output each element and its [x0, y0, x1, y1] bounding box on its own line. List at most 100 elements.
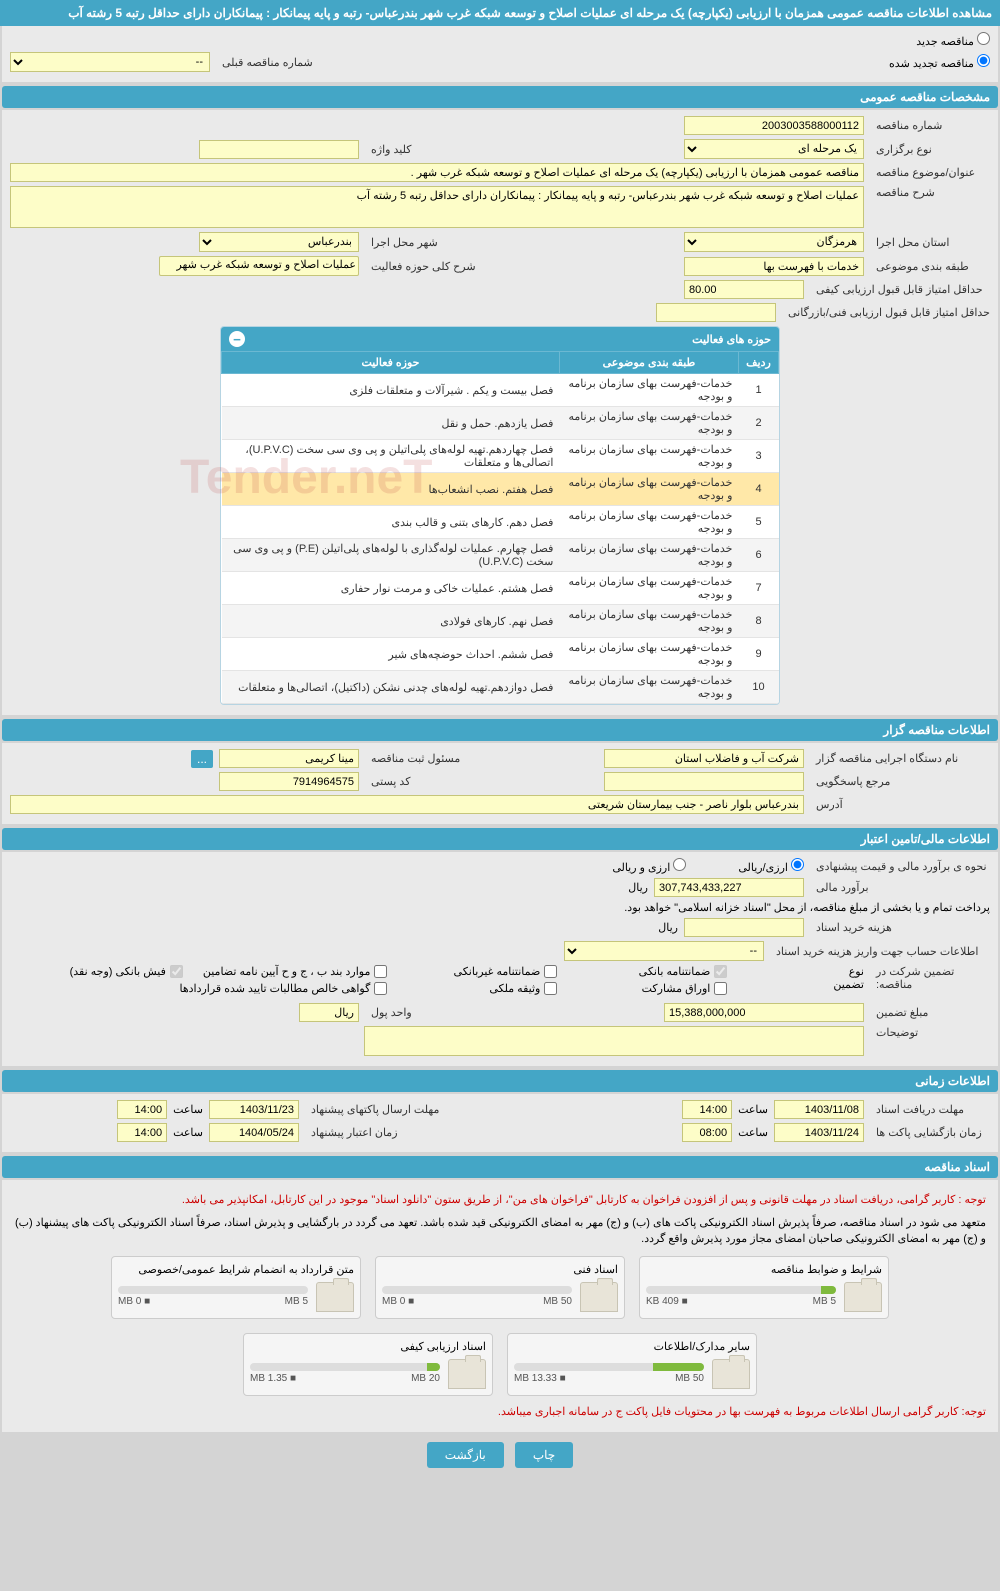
guarantee-label: تضمین شرکت در مناقصه: [870, 965, 990, 991]
print-button[interactable]: چاپ [515, 1442, 573, 1468]
min-quality-label: حداقل امتیاز قابل قبول ارزیابی کیفی [810, 283, 990, 296]
folder-icon [316, 1282, 354, 1312]
desc-label: شرح مناقصه [870, 186, 990, 199]
guarantee-amount-label: مبلغ تضمین [870, 1006, 990, 1019]
doc-card[interactable]: اسناد ارزیابی کیفی 20 MB■ 1.35 MB [243, 1333, 493, 1396]
table-row[interactable]: 3خدمات-فهرست بهای سازمان برنامه و بودجهف… [222, 440, 779, 473]
radio-renewed-tender[interactable]: مناقصه تجدید شده [889, 54, 990, 70]
check-bank-guarantee[interactable]: ضمانتنامه بانکی [577, 965, 727, 978]
registrar-field: مینا کریمی [219, 749, 359, 768]
progress-bar [646, 1286, 836, 1294]
money-unit-label: واحد پول [365, 1006, 485, 1019]
packet-open-date: 1403/11/24 [774, 1123, 864, 1142]
province-select[interactable]: هرمزگان [684, 232, 864, 252]
subject-label: عنوان/موضوع مناقصه [870, 166, 990, 179]
doc-card-title: سایر مدارک/اطلاعات [514, 1340, 750, 1353]
table-row[interactable]: 7خدمات-فهرست بهای سازمان برنامه و بودجهف… [222, 572, 779, 605]
est-amount-label: برآورد مالی [810, 881, 990, 894]
th-scope: حوزه فعالیت [222, 352, 560, 374]
keyword-label: کلید واژه [365, 143, 485, 156]
table-row[interactable]: 6خدمات-فهرست بهای سازمان برنامه و بودجهف… [222, 539, 779, 572]
postal-field: 7914964575 [219, 772, 359, 791]
check-bank-receipt[interactable]: فیش بانکی (وجه نقد) [33, 965, 183, 978]
doc-card-title: متن قرارداد به انضمام شرایط عمومی/خصوصی [118, 1263, 354, 1276]
table-row[interactable]: 10خدمات-فهرست بهای سازمان برنامه و بودجه… [222, 671, 779, 704]
radio-new-tender[interactable]: مناقصه جدید [916, 32, 990, 48]
documents-body: توجه : کاربر گرامی، دریافت اسناد در مهلت… [2, 1180, 998, 1432]
table-row[interactable]: 8خدمات-فهرست بهای سازمان برنامه و بودجهف… [222, 605, 779, 638]
guarantee-checks: ضمانتنامه بانکی ضمانتنامه غیربانکی موارد… [10, 965, 727, 995]
organizer-body: نام دستگاه اجرایی مناقصه گزار شرکت آب و … [2, 743, 998, 824]
registrar-lookup-button[interactable]: ... [191, 750, 213, 768]
th-classification: طبقه بندی موضوعی [559, 352, 738, 374]
general-body: شماره مناقصه 2003003588000112 نوع برگزار… [2, 110, 998, 715]
check-property-deed[interactable]: وثیقه ملکی [407, 982, 557, 995]
doc-card[interactable]: متن قرارداد به انضمام شرایط عمومی/خصوصی … [111, 1256, 361, 1319]
validity-time: 14:00 [117, 1123, 167, 1142]
radio-currency[interactable]: ارزی و ریالی [612, 858, 686, 874]
currency-unit: ریال [628, 881, 648, 894]
packet-send-date: 1403/11/23 [209, 1100, 299, 1119]
back-button[interactable]: بازگشت [427, 1442, 504, 1468]
table-row[interactable]: 1خدمات-فهرست بهای سازمان برنامه و بودجهف… [222, 374, 779, 407]
check-participation-bonds[interactable]: اوراق مشارکت [577, 982, 727, 995]
progress-bar [250, 1363, 440, 1371]
doc-card[interactable]: شرایط و ضوابط مناقصه 5 MB■ 409 KB [639, 1256, 889, 1319]
packet-send-time: 14:00 [117, 1100, 167, 1119]
prev-number-label: شماره مناقصه قبلی [216, 56, 336, 69]
desc-field[interactable]: عملیات اصلاح و توسعه شبکه غرب شهر بندرعب… [10, 186, 864, 228]
check-nonbank-guarantee[interactable]: ضمانتنامه غیربانکی [407, 965, 557, 978]
progress-bar [382, 1286, 572, 1294]
min-tech-field [656, 303, 776, 322]
table-row[interactable]: 5خدمات-فهرست بهای سازمان برنامه و بودجهف… [222, 506, 779, 539]
classification-label: طبقه بندی موضوعی [870, 260, 990, 273]
city-label: شهر محل اجرا [365, 236, 485, 249]
table-row[interactable]: 2خدمات-فهرست بهای سازمان برنامه و بودجهف… [222, 407, 779, 440]
check-items-bjh[interactable]: موارد بند ب ، ج و ح آیین نامه تضامین [203, 965, 387, 978]
doc-fee-field[interactable] [684, 918, 804, 937]
doc-cards-container: شرایط و ضوابط مناقصه 5 MB■ 409 KB اسناد … [10, 1256, 990, 1396]
doc-card-title: شرایط و ضوابط مناقصه [646, 1263, 882, 1276]
account-info-select[interactable]: -- [564, 941, 764, 961]
activity-desc-select[interactable]: عملیات اصلاح و توسعه شبکه غرب شهر [159, 256, 359, 276]
doc-receive-date: 1403/11/08 [774, 1100, 864, 1119]
province-label: استان محل اجرا [870, 236, 990, 249]
packet-send-label: مهلت ارسال پاکتهای پیشنهاد [305, 1103, 485, 1116]
table-row[interactable]: 4خدمات-فهرست بهای سازمان برنامه و بودجهف… [222, 473, 779, 506]
city-select[interactable]: بندرعباس [199, 232, 359, 252]
radio-rial[interactable]: ارزی/ریالی [738, 858, 804, 874]
collapse-button[interactable]: − [229, 331, 245, 347]
registrar-label: مسئول ثبت مناقصه [365, 752, 485, 765]
subject-field: مناقصه عمومی همزمان با ارزیابی (یکپارچه)… [10, 163, 864, 182]
notes-field[interactable] [364, 1026, 864, 1056]
prev-number-select[interactable]: -- [10, 52, 210, 72]
page-title-bar: مشاهده اطلاعات مناقصه عمومی همزمان با ار… [0, 0, 1000, 26]
validity-label: زمان اعتبار پیشنهاد [305, 1126, 485, 1139]
est-method-label: نحوه ی برآورد مالی و قیمت پیشنهادی [810, 860, 990, 873]
guarantee-type-label: نوع تضمین [833, 965, 864, 991]
postal-label: کد پستی [365, 775, 485, 788]
money-unit-field: ریال [299, 1003, 359, 1022]
reply-ref-field[interactable] [604, 772, 804, 791]
folder-icon [580, 1282, 618, 1312]
min-tech-label: حداقل امتیاز قابل قبول ارزیابی فنی/بازرگ… [782, 306, 990, 319]
est-amount-field: 307,743,433,227 [654, 878, 804, 897]
folder-icon [448, 1359, 486, 1389]
tender-number-label: شماره مناقصه [870, 119, 990, 132]
page-title: مشاهده اطلاعات مناقصه عمومی همزمان با ار… [68, 6, 992, 20]
holding-type-select[interactable]: یک مرحله ای [684, 139, 864, 159]
table-row[interactable]: 9خدمات-فهرست بهای سازمان برنامه و بودجهف… [222, 638, 779, 671]
payment-note: پرداخت تمام و یا بخشی از مبلغ مناقصه، از… [624, 901, 990, 914]
doc-card[interactable]: اسناد فنی 50 MB■ 0 MB [375, 1256, 625, 1319]
check-net-claims[interactable]: گواهی خالص مطالبات تایید شده قراردادها [179, 982, 387, 995]
section-general: مشخصات مناقصه عمومی [2, 86, 998, 108]
doc-card[interactable]: سایر مدارک/اطلاعات 50 MB■ 13.33 MB [507, 1333, 757, 1396]
progress-bar [118, 1286, 308, 1294]
docs-notice1: توجه : کاربر گرامی، دریافت اسناد در مهلت… [14, 1192, 986, 1209]
keyword-field[interactable] [199, 140, 359, 159]
footer-buttons: چاپ بازگشت [0, 1432, 1000, 1478]
activity-table-wrap: حوزه های فعالیت − ردیف طبقه بندی موضوعی … [220, 326, 780, 705]
folder-icon [712, 1359, 750, 1389]
min-quality-field: 80.00 [684, 280, 804, 299]
progress-bar [514, 1363, 704, 1371]
